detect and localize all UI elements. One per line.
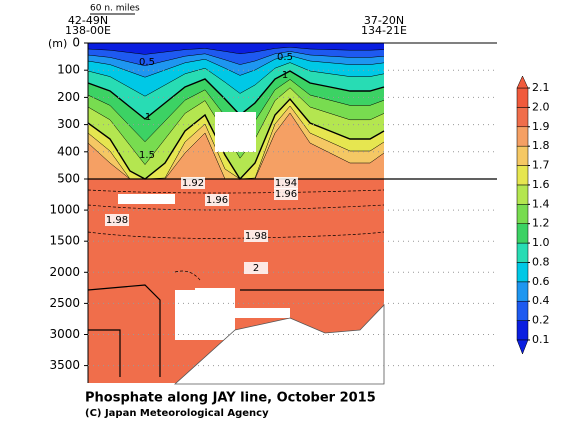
colorbar-tick-label: 2.1 bbox=[532, 81, 550, 94]
y-tick-label: 3000 bbox=[49, 327, 80, 341]
colorbar-tick-label: 0.1 bbox=[532, 333, 550, 346]
colorbar-tick-label: 0.2 bbox=[532, 314, 550, 327]
colorbar-tick-label: 1.9 bbox=[532, 120, 550, 133]
start-lat: 42-49N bbox=[68, 14, 108, 27]
y-tick-label: 0 bbox=[72, 36, 80, 50]
y-tick-label: 1000 bbox=[49, 203, 80, 217]
colorbar-bin bbox=[516, 145, 529, 166]
y-tick-label: 1500 bbox=[49, 234, 80, 248]
sea-floor bbox=[173, 304, 385, 385]
colorbar-tick-label: 1.4 bbox=[532, 197, 550, 210]
contour-label: 1.98 bbox=[106, 215, 128, 226]
contour-line bbox=[87, 51, 385, 67]
colorbar-tick-label: 0.4 bbox=[532, 294, 550, 307]
colorbar-bin bbox=[516, 281, 529, 302]
label-bg bbox=[244, 262, 268, 274]
y-tick-label: 300 bbox=[57, 117, 80, 131]
colorbar-bin bbox=[516, 223, 529, 244]
y-tick-label: 3500 bbox=[49, 358, 80, 372]
colorbar-bin bbox=[516, 165, 529, 186]
contour-label: 1.96 bbox=[206, 195, 228, 206]
missing-data bbox=[195, 288, 235, 310]
scale-label: 60 n. miles bbox=[90, 4, 140, 14]
label-bg bbox=[105, 214, 129, 226]
start-lon: 138-00E bbox=[65, 24, 111, 37]
colorbar-bin bbox=[516, 300, 529, 321]
contour-line bbox=[87, 46, 385, 55]
contour-line bbox=[87, 284, 384, 377]
end-lat: 37-20N bbox=[364, 14, 404, 27]
colorbar-bin bbox=[516, 262, 529, 283]
missing-data bbox=[118, 194, 175, 204]
missing-data bbox=[215, 112, 256, 152]
contour-label: 1 bbox=[282, 70, 288, 81]
y-tick-label: 500 bbox=[57, 172, 80, 186]
colorbar-bin bbox=[516, 107, 529, 128]
contour-line bbox=[87, 87, 385, 166]
colorbar-end bbox=[516, 339, 529, 355]
colorbar-bin bbox=[516, 184, 529, 205]
label-bg bbox=[205, 194, 229, 206]
colorbar-tick-label: 1.2 bbox=[532, 217, 550, 230]
colorbar-tick-label: 1.0 bbox=[532, 236, 550, 249]
y-tick-label: 100 bbox=[57, 63, 80, 77]
contour-label: 1.5 bbox=[139, 150, 155, 161]
contour-label: 0.5 bbox=[139, 57, 155, 68]
contour-band bbox=[88, 43, 384, 55]
label-bg bbox=[244, 230, 268, 242]
label-bg bbox=[181, 177, 205, 189]
label-bg bbox=[274, 177, 298, 189]
colorbar-bin bbox=[516, 320, 529, 341]
colorbar-tick-label: 0.8 bbox=[532, 255, 550, 268]
colorbar-bin bbox=[516, 126, 529, 147]
y-tick-label: 2000 bbox=[49, 265, 80, 279]
y-tick-label: 2500 bbox=[49, 296, 80, 310]
contour-line bbox=[87, 55, 385, 78]
colorbar-end bbox=[516, 75, 529, 89]
colorbar-tick-label: 1.7 bbox=[532, 159, 550, 172]
colorbar-bin bbox=[516, 242, 529, 263]
missing-data bbox=[235, 308, 290, 318]
label-bg bbox=[274, 188, 298, 200]
contour-line bbox=[87, 62, 385, 97]
contour-label: 2 bbox=[253, 263, 259, 274]
chart-title: Phosphate along JAY line, October 2015 bbox=[85, 391, 376, 406]
contour-label: 1.98 bbox=[245, 231, 267, 242]
colorbar-bin bbox=[516, 87, 529, 108]
y-tick-label: 400 bbox=[57, 144, 80, 158]
colorbar-tick-label: 2.0 bbox=[532, 100, 550, 113]
contour-label: 1.96 bbox=[275, 189, 297, 200]
y-unit: (m) bbox=[48, 37, 67, 50]
credit: (C) Japan Meteorological Agency bbox=[85, 408, 269, 419]
contour-label: 1.94 bbox=[275, 178, 297, 189]
y-tick-label: 200 bbox=[57, 90, 80, 104]
colorbar-bin bbox=[516, 204, 529, 224]
end-lon: 134-21E bbox=[361, 24, 407, 37]
contour-label: 1.92 bbox=[182, 178, 204, 189]
colorbar-tick-label: 1.6 bbox=[532, 178, 550, 191]
contour-label: 0.5 bbox=[277, 52, 293, 63]
colorbar-tick-label: 0.6 bbox=[532, 275, 550, 288]
colorbar-tick-label: 1.8 bbox=[532, 139, 550, 152]
contour-label: 1 bbox=[145, 112, 151, 123]
